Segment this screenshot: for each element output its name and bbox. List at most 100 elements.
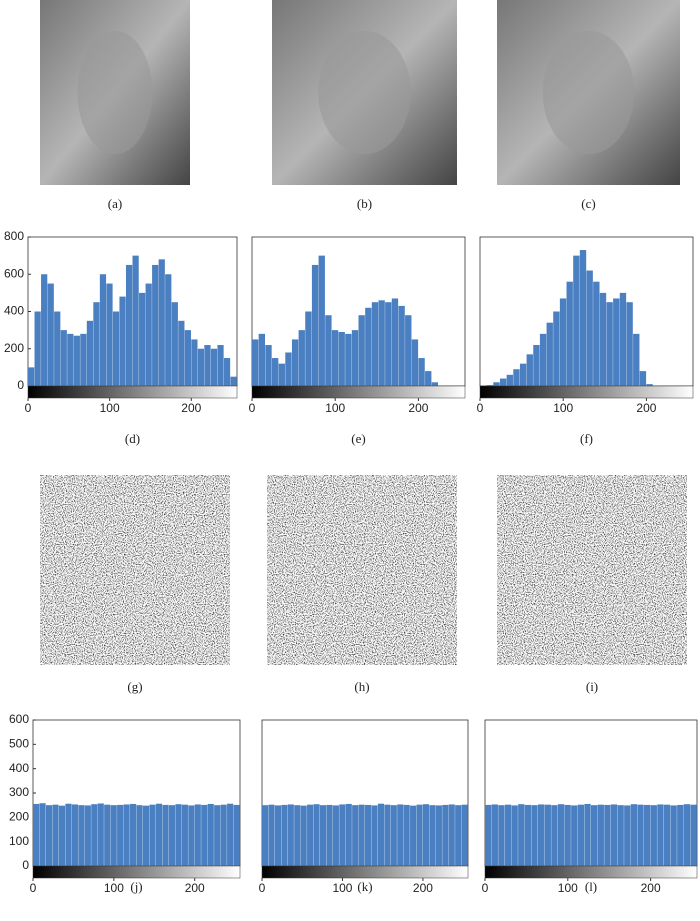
colorbar <box>251 385 466 399</box>
bar <box>274 805 282 866</box>
bar <box>158 259 165 386</box>
bar <box>371 805 378 866</box>
bar <box>610 804 618 866</box>
y-tick-label: 200 <box>4 341 24 355</box>
caption: (i) <box>586 679 598 694</box>
bar <box>491 804 498 866</box>
noise-image <box>267 475 457 665</box>
bar <box>539 333 547 386</box>
bar <box>318 255 325 386</box>
bar <box>593 281 600 386</box>
bar <box>624 805 631 866</box>
bar <box>233 804 240 866</box>
x-tick-label: 100 <box>325 401 345 415</box>
bar <box>644 804 651 866</box>
bar <box>171 302 178 386</box>
bar <box>435 805 442 866</box>
x-tick-label: 100 <box>553 401 573 415</box>
bar <box>499 378 507 386</box>
y-tick-label: 200 <box>9 810 29 824</box>
bar <box>633 333 640 386</box>
bar <box>553 311 560 386</box>
bar <box>252 339 259 386</box>
noise-image <box>497 475 687 665</box>
bar <box>71 804 78 866</box>
bar <box>28 367 35 386</box>
y-tick-label: 600 <box>4 266 24 280</box>
bar <box>104 804 111 866</box>
bar <box>650 805 657 866</box>
bar <box>533 345 540 386</box>
caption: (g) <box>127 679 142 694</box>
bar <box>67 333 74 386</box>
x-tick-label: 100 <box>332 881 352 895</box>
caption: (k) <box>357 879 372 894</box>
x-tick-label: 100 <box>104 881 124 895</box>
bar <box>298 330 305 386</box>
bar <box>504 804 512 866</box>
bar <box>405 315 412 386</box>
bar <box>683 804 691 866</box>
bar <box>33 803 40 866</box>
bar <box>106 283 113 386</box>
bar <box>559 298 567 386</box>
bar <box>332 805 339 866</box>
bar <box>485 804 492 866</box>
bar <box>584 803 591 866</box>
bar <box>197 348 205 386</box>
bar <box>531 805 538 866</box>
x-tick-label: 200 <box>641 881 661 895</box>
bar <box>294 805 301 866</box>
x-tick-label: 0 <box>482 881 489 895</box>
bar <box>326 804 333 866</box>
bar <box>566 281 573 386</box>
y-tick-label: 100 <box>9 834 29 848</box>
bar <box>230 376 237 386</box>
bar <box>564 804 571 866</box>
bar <box>429 805 436 866</box>
bar <box>123 804 130 866</box>
bar <box>630 804 638 866</box>
y-tick-label: 0 <box>22 858 29 872</box>
bar <box>145 283 152 386</box>
bar <box>418 358 425 386</box>
caption: (j) <box>130 879 142 894</box>
bar <box>385 302 392 386</box>
bar <box>214 805 221 866</box>
x-tick-label: 100 <box>558 881 578 895</box>
bar <box>657 804 664 866</box>
bar <box>526 354 533 386</box>
bar <box>305 311 312 386</box>
bar <box>34 311 41 386</box>
bar <box>39 803 46 866</box>
bar <box>210 348 218 386</box>
bar <box>378 300 385 386</box>
bar <box>690 804 697 866</box>
colorbar <box>479 385 694 399</box>
bar <box>331 330 339 386</box>
bar <box>325 315 332 386</box>
bar <box>223 358 231 386</box>
bar <box>338 331 345 386</box>
bar <box>319 805 327 866</box>
bar <box>597 804 604 866</box>
bar <box>448 804 455 866</box>
caption: (b) <box>357 196 372 211</box>
bar <box>178 320 185 386</box>
bar <box>391 298 399 386</box>
caption: (h) <box>354 679 369 694</box>
bar <box>403 804 410 866</box>
bar <box>431 382 439 386</box>
bar <box>442 804 449 866</box>
bar <box>291 339 299 386</box>
bar <box>139 292 146 386</box>
bar <box>486 385 494 386</box>
bar <box>217 345 224 386</box>
caption: (e) <box>351 431 365 446</box>
bar <box>365 307 372 386</box>
x-tick-label: 0 <box>30 881 37 895</box>
bar <box>571 805 578 866</box>
bar <box>345 803 352 866</box>
bar <box>45 805 53 866</box>
bar <box>188 805 195 866</box>
